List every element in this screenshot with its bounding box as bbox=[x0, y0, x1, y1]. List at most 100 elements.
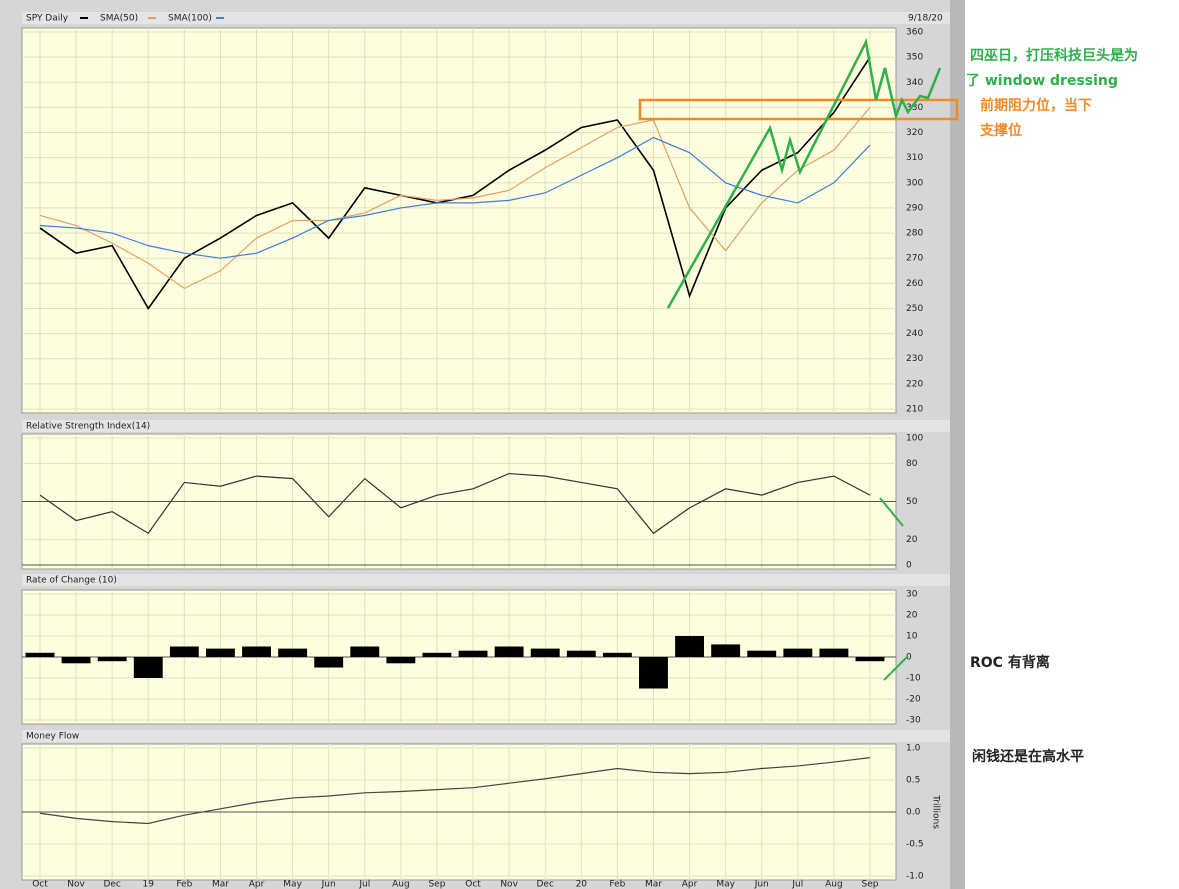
resistance-box bbox=[638, 98, 959, 121]
roc-bar bbox=[711, 644, 741, 657]
roc-bar bbox=[422, 652, 452, 657]
x-tick-label: Nov bbox=[67, 880, 85, 889]
y-tick-label: -10 bbox=[906, 674, 921, 684]
y-tick-label: 350 bbox=[906, 53, 923, 63]
panel-header bbox=[22, 420, 950, 432]
y-tick-label: -20 bbox=[906, 695, 921, 705]
y-tick-label: -1.0 bbox=[906, 872, 924, 882]
x-tick-label: Mar bbox=[212, 880, 229, 889]
y-tick-label: 30 bbox=[906, 590, 918, 600]
y-tick-label: 280 bbox=[906, 229, 923, 239]
rsi-drawing bbox=[879, 497, 904, 527]
y-tick-label: 230 bbox=[906, 354, 923, 364]
y-tick-label: 0.5 bbox=[906, 776, 920, 786]
annotation: 前期阻力位，当下 bbox=[980, 97, 1092, 114]
roc-bar bbox=[458, 650, 488, 657]
y-tick-label: 10 bbox=[906, 632, 918, 642]
x-tick-label: Mar bbox=[645, 880, 662, 889]
x-tick-label: 20 bbox=[576, 880, 588, 889]
series-line bbox=[39, 107, 871, 290]
x-tick-label: Feb bbox=[176, 880, 192, 889]
roc-bar bbox=[314, 657, 344, 668]
annotation: 闲钱还是在高水平 bbox=[972, 748, 1084, 765]
x-tick-label: Sep bbox=[862, 880, 879, 889]
x-tick-label: Jul bbox=[791, 880, 803, 889]
y-tick-label: 210 bbox=[906, 405, 923, 415]
x-tick-label: Dec bbox=[537, 880, 554, 889]
roc-bar bbox=[169, 646, 199, 657]
roc-bar bbox=[25, 652, 55, 657]
x-tick-label: Dec bbox=[103, 880, 120, 889]
y-tick-label: 270 bbox=[906, 254, 923, 264]
x-tick-label: Jun bbox=[754, 880, 769, 889]
y-tick-label: 310 bbox=[906, 153, 923, 163]
y-tick-label: 20 bbox=[906, 535, 918, 545]
roc-bar bbox=[566, 650, 596, 657]
x-tick-label: Sep bbox=[428, 880, 445, 889]
roc-bar bbox=[350, 646, 380, 657]
panel-title: Relative Strength Index(14) bbox=[26, 422, 150, 432]
y-tick-label: 330 bbox=[906, 103, 923, 113]
panel-header bbox=[22, 730, 950, 742]
y-tick-label: 340 bbox=[906, 78, 923, 88]
series-line bbox=[39, 472, 871, 535]
x-tick-label: Feb bbox=[609, 880, 625, 889]
y-tick-label: 0 bbox=[906, 653, 912, 663]
y-tick-label: 1.0 bbox=[906, 744, 921, 754]
x-tick-label: Oct bbox=[465, 880, 481, 889]
y-tick-label: 290 bbox=[906, 203, 923, 213]
panel-header bbox=[22, 12, 950, 24]
roc-bar bbox=[602, 652, 632, 657]
annotation: 四巫日，打压科技巨头是为 bbox=[970, 47, 1138, 64]
roc-bar bbox=[206, 648, 235, 657]
roc-bar bbox=[675, 636, 704, 657]
y-tick-label: 360 bbox=[906, 28, 923, 38]
y-tick-label: -0.5 bbox=[906, 840, 924, 850]
annotation: 支撑位 bbox=[979, 122, 1022, 139]
panel-title: Rate of Change (10) bbox=[26, 576, 117, 586]
roc-bar bbox=[61, 657, 91, 664]
panel-title: SPY Daily bbox=[26, 14, 69, 24]
x-tick-label: Oct bbox=[32, 880, 48, 889]
date-label: 9/18/20 bbox=[908, 14, 943, 24]
legend-label: SMA(50) bbox=[100, 14, 138, 24]
roc-bar bbox=[242, 646, 271, 657]
roc-bar bbox=[783, 648, 813, 657]
y-tick-label: 240 bbox=[906, 329, 923, 339]
series-line bbox=[39, 757, 871, 825]
y-tick-label: 260 bbox=[906, 279, 923, 289]
y-tick-label: 20 bbox=[906, 611, 918, 621]
annotation: ROC 有背离 bbox=[970, 654, 1050, 671]
panel-bg bbox=[21, 27, 897, 414]
roc-bar bbox=[747, 650, 777, 657]
y-axis-label: Trillions bbox=[931, 794, 941, 829]
y-tick-label: 0.0 bbox=[906, 808, 921, 818]
x-tick-label: May bbox=[283, 880, 302, 889]
roc-bar bbox=[278, 648, 308, 657]
y-tick-label: -30 bbox=[906, 716, 921, 726]
roc-bar bbox=[494, 646, 524, 657]
legend-label: SMA(100) bbox=[168, 14, 212, 24]
x-tick-label: Apr bbox=[682, 880, 698, 889]
roc-bar bbox=[133, 657, 163, 678]
roc-drawing bbox=[883, 655, 909, 681]
roc-bar bbox=[530, 648, 560, 657]
panel-header bbox=[22, 574, 950, 586]
y-tick-label: 0 bbox=[906, 561, 912, 571]
trend-drawing bbox=[666, 38, 942, 309]
roc-bar bbox=[819, 648, 849, 657]
y-tick-label: 220 bbox=[906, 379, 923, 389]
panel-title: Money Flow bbox=[26, 732, 79, 742]
x-tick-label: May bbox=[716, 880, 735, 889]
x-tick-label: Aug bbox=[825, 880, 843, 889]
roc-bar bbox=[386, 657, 416, 664]
y-tick-label: 80 bbox=[906, 459, 918, 469]
y-tick-label: 50 bbox=[906, 497, 918, 507]
x-tick-label: Jul bbox=[358, 880, 370, 889]
x-tick-label: Aug bbox=[392, 880, 410, 889]
y-tick-label: 300 bbox=[906, 178, 923, 188]
y-tick-label: 100 bbox=[906, 434, 923, 444]
series-line bbox=[39, 136, 871, 259]
annotation: 了 window dressing bbox=[966, 73, 1118, 89]
